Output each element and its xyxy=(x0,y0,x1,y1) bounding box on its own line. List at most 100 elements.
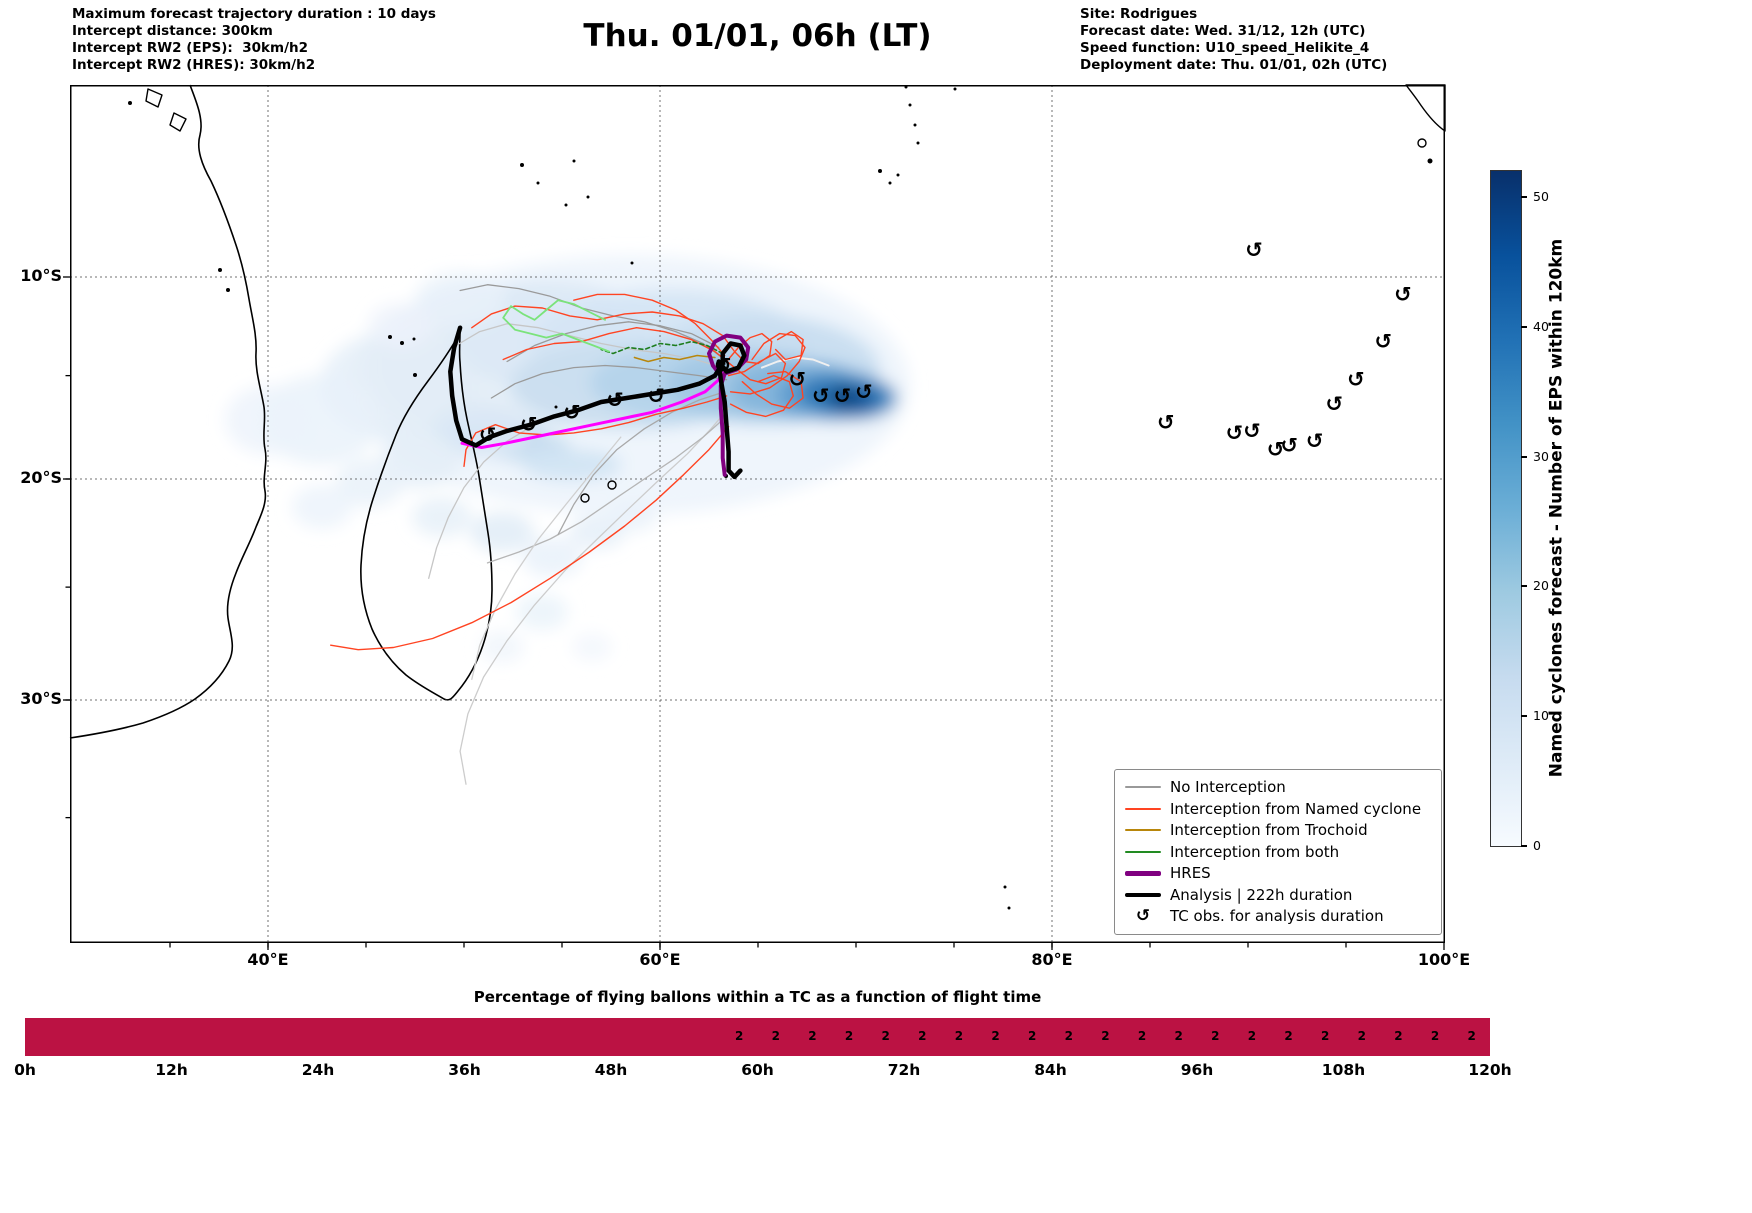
map-canvas: ↺ ↺↺↺ ↺↺↺↺ ↺ ↺↺ ↺ ↺↺↺ ↺↺↺↺↺↺ xyxy=(63,84,1446,950)
coastline-africa xyxy=(69,84,267,739)
tc-obs-legend-symbol: ↺ xyxy=(1135,906,1151,927)
tc-percentage-label: 2 xyxy=(1028,1029,1037,1043)
coastlines-layer xyxy=(69,84,1446,910)
trajectory-layer xyxy=(330,284,830,785)
legend-line xyxy=(1125,807,1161,810)
legend-item: No Interception xyxy=(1125,777,1431,799)
eps-density-blob xyxy=(368,303,432,347)
legend-item: Interception from Trochoid xyxy=(1125,820,1431,842)
colorbar-tick xyxy=(1521,455,1527,458)
colorbar-tick-label: 20 xyxy=(1533,578,1549,594)
tc-obs-marker: ↺ xyxy=(647,384,665,408)
trajectory-HRES xyxy=(707,333,751,477)
site-info-line: Speed function: U10_speed_Helikite_4 xyxy=(1080,40,1370,56)
map-legend: No Interception Interception from Named c… xyxy=(1114,768,1442,935)
legend-item-label: Analysis | 222h duration xyxy=(1170,885,1353,904)
eps-density-blob xyxy=(225,385,315,455)
tc-percentage-label: 2 xyxy=(1394,1029,1403,1043)
tc-percentage-label: 2 xyxy=(771,1029,780,1043)
legend-item-label: Interception from both xyxy=(1170,842,1340,861)
forecast-param-line: Intercept RW2 (EPS): 30km/h2 xyxy=(72,40,308,56)
trajectory-no-interception-5 xyxy=(486,415,728,564)
trajectory-no-interception-6 xyxy=(428,413,563,579)
tc-obs-marker: ↺ xyxy=(1374,330,1392,354)
tc-percentage-label: 2 xyxy=(954,1029,964,1043)
tc-obs-marker: ↺ xyxy=(1157,411,1175,435)
trajectory-no-interception-7 xyxy=(506,321,720,363)
trajectory-both-1 xyxy=(600,340,724,355)
legend-item-label: Interception from Trochoid xyxy=(1170,821,1368,840)
trajectory-named-cyclone-6 xyxy=(330,426,730,651)
colorbar: 0 10 20 30 40 50 xyxy=(1490,170,1549,853)
flight-time-axis: 0h 12h 24h 36h 48h 60h 72h 84h 96h 108h 120h xyxy=(0,1061,1752,1083)
legend-line xyxy=(1125,786,1161,789)
tc-obs-marker: ↺ xyxy=(1245,238,1263,262)
flight-time-tick-label: 108h xyxy=(1321,1061,1366,1079)
trajectory-no-interception-1 xyxy=(459,284,726,361)
tc-percentage-label: 2 xyxy=(1467,1029,1476,1043)
flight-time-tick-label: 24h xyxy=(301,1061,335,1079)
colorbar-tick-label: 30 xyxy=(1533,448,1549,464)
flight-time-tick-label: 48h xyxy=(594,1061,628,1079)
legend-line-sample xyxy=(1125,871,1161,876)
tc-percentage-label: 2 xyxy=(881,1029,890,1043)
tc-obs-marker: ↺ xyxy=(479,423,497,447)
colorbar-tick xyxy=(1521,325,1527,328)
flight-time-tick-label: 60h xyxy=(741,1061,774,1079)
site-info: Site: Rodrigues Forecast date: Wed. 31/12… xyxy=(1080,6,1387,74)
axis-ticks xyxy=(63,276,1445,950)
tc-obs-marker: ↺ xyxy=(1325,392,1343,416)
tc-percentage-label: 2 xyxy=(808,1029,817,1043)
tc-percentage-label: 2 xyxy=(1284,1029,1293,1043)
tc-obs-marker: ↺ xyxy=(1306,429,1324,453)
trajectory-named-cyclone-5 xyxy=(463,395,728,467)
colorbar-ticks: 0 10 20 30 40 50 xyxy=(1491,171,1549,853)
lat-tick-label: 20°S xyxy=(20,468,62,487)
tc-obs-marker: ↺ xyxy=(563,400,581,424)
trajectory-named-cyclone-7 xyxy=(573,293,726,357)
trajectory-named-cyclone-8 xyxy=(741,370,804,409)
lat-tick-label: 10°S xyxy=(20,266,62,285)
tc-percentage-label: 2 xyxy=(1430,1029,1440,1043)
site-info-line: Deployment date: Thu. 01/01, 02h (UTC) xyxy=(1080,57,1388,73)
eps-density-blob xyxy=(522,449,622,481)
tc-percentage-label: 2 xyxy=(1211,1029,1220,1043)
tc-observations-layer: ↺ ↺↺↺ ↺↺↺↺ ↺ ↺↺ ↺ ↺↺↺ ↺↺↺↺↺↺ xyxy=(479,238,1412,461)
site-info-line: Forecast date: Wed. 31/12, 12h (UTC) xyxy=(1080,23,1366,39)
tc-obs-marker: ↺ xyxy=(833,384,851,408)
legend-item-label: HRES xyxy=(1170,864,1211,883)
trajectory-named-cyclone-9 xyxy=(774,330,804,361)
tc-obs-marker: ↺ xyxy=(1280,433,1298,457)
legend-item: Interception from Named cyclone xyxy=(1125,798,1431,820)
tc-percentage-label: 2 xyxy=(1247,1029,1257,1043)
flight-time-tick-label: 0h xyxy=(14,1061,36,1079)
legend-item: Interception from both xyxy=(1125,841,1431,863)
tc-obs-marker: ↺ xyxy=(1225,421,1243,445)
eps-density-layer xyxy=(225,255,910,663)
eps-density-blob xyxy=(516,594,568,630)
trajectory-no-interception-8 xyxy=(557,391,726,536)
flight-time-tick-label: 36h xyxy=(448,1061,481,1079)
legend-item: HRES xyxy=(1125,863,1431,885)
legend-item-label: TC obs. for analysis duration xyxy=(1170,907,1384,926)
forecast-param-line: Intercept RW2 (HRES): 30km/h2 xyxy=(72,57,316,73)
tc-obs-marker: ↺ xyxy=(855,380,873,404)
flight-time-bar: 2 2 2 2 2 2 2 2 2 2 2 2 2 2 2 2 2 2 2 2 2 xyxy=(25,1018,1490,1056)
lat-tick-label: 30°S xyxy=(20,689,62,708)
tc-obs-marker: ↺ xyxy=(788,368,806,392)
site-info-line: Site: Rodrigues xyxy=(1080,6,1198,22)
lon-tick-label: 60°E xyxy=(639,950,681,969)
flight-time-tick-label: 84h xyxy=(1034,1061,1067,1079)
colorbar-tick xyxy=(1521,195,1527,198)
trajectory-no-interception-4 xyxy=(459,407,730,785)
colorbar-tick xyxy=(1521,715,1527,718)
lon-tick-label: 40°E xyxy=(247,950,289,969)
page-title: Thu. 01/01, 06h (LT) xyxy=(583,18,932,54)
legend-line-sample xyxy=(1125,850,1161,853)
legend-item-label: Interception from Named cyclone xyxy=(1170,799,1422,818)
colorbar-gradient xyxy=(1491,171,1521,846)
eps-density-blob xyxy=(480,631,524,663)
legend-item-label: No Interception xyxy=(1170,778,1286,797)
trajectory-trochoid-1 xyxy=(633,354,716,363)
